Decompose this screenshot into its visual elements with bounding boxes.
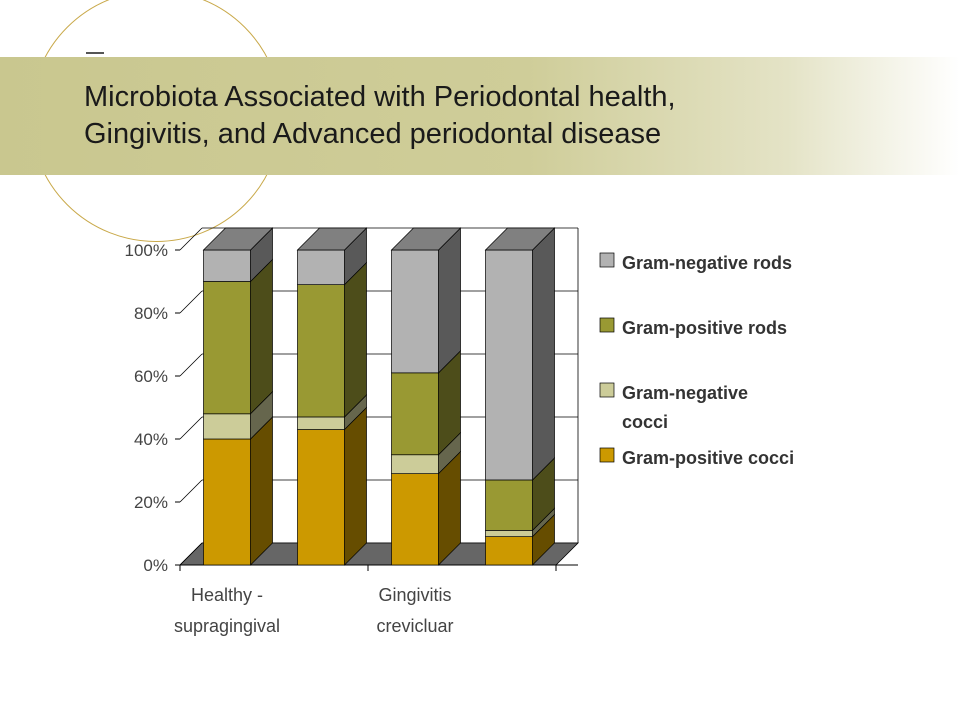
bar-segment bbox=[391, 473, 439, 566]
bar-segment-side bbox=[344, 261, 367, 418]
title-band bbox=[0, 57, 960, 175]
bar-segment bbox=[391, 372, 439, 456]
legend-swatch bbox=[599, 252, 615, 268]
bar-segment-side bbox=[438, 227, 461, 374]
bar-segment bbox=[485, 479, 533, 531]
bar-segment bbox=[485, 529, 533, 537]
y-tick-diagonal bbox=[179, 416, 203, 440]
bar-segment-side bbox=[250, 258, 273, 415]
bar-segment bbox=[203, 413, 251, 440]
bar-top bbox=[484, 227, 556, 251]
decorative-dash bbox=[86, 52, 104, 54]
y-tick-diagonal bbox=[179, 290, 203, 314]
bar-segment-side bbox=[250, 416, 273, 566]
bar-segment bbox=[297, 249, 345, 286]
legend-label: Gram-negative cocci bbox=[622, 383, 748, 432]
bar-top bbox=[390, 227, 462, 251]
y-tick-diagonal bbox=[179, 353, 203, 377]
y-tick-label: 0% bbox=[143, 556, 168, 575]
y-tick-diagonal bbox=[179, 227, 203, 251]
bar-segment bbox=[297, 416, 345, 430]
legend-swatch bbox=[599, 317, 615, 333]
bar-segment bbox=[297, 429, 345, 566]
x-category-label: crevicluar bbox=[376, 616, 453, 636]
bar-segment-side bbox=[344, 406, 367, 566]
title-line-1: Microbiota Associated with Periodontal h… bbox=[84, 81, 676, 113]
title-line-2: Gingivitis, and Advanced periodontal dis… bbox=[84, 118, 662, 150]
y-tick-diagonal bbox=[179, 542, 203, 566]
bar-segment-side bbox=[532, 227, 555, 481]
bar-segment bbox=[297, 284, 345, 418]
legend-swatch bbox=[599, 382, 615, 398]
bar-segment bbox=[391, 249, 439, 374]
bar-top bbox=[202, 227, 274, 251]
legend-swatch bbox=[599, 447, 615, 463]
x-category-label: supragingival bbox=[174, 616, 280, 636]
y-tick-label: 100% bbox=[125, 241, 168, 260]
bar-segment bbox=[203, 281, 251, 415]
bar-segment bbox=[391, 454, 439, 474]
bar-segment bbox=[485, 536, 533, 566]
slide-title: Microbiota Associated with Periodontal h… bbox=[84, 79, 676, 153]
x-category-label: Healthy - bbox=[191, 585, 263, 605]
x-category-label: Gingivitis bbox=[378, 585, 451, 605]
y-tick-label: 60% bbox=[134, 367, 168, 386]
y-tick-diagonal bbox=[179, 479, 203, 503]
y-tick-label: 20% bbox=[134, 493, 168, 512]
bar-segment bbox=[203, 438, 251, 566]
bar-segment bbox=[485, 249, 533, 481]
legend-label: Gram-negative rods bbox=[622, 253, 792, 273]
legend-label: Gram-positive rods bbox=[622, 318, 787, 338]
bar-top bbox=[296, 227, 368, 251]
y-tick-label: 80% bbox=[134, 304, 168, 323]
y-tick-label: 40% bbox=[134, 430, 168, 449]
legend-label: Gram-positive cocci bbox=[622, 448, 794, 468]
bar-segment bbox=[203, 249, 251, 282]
